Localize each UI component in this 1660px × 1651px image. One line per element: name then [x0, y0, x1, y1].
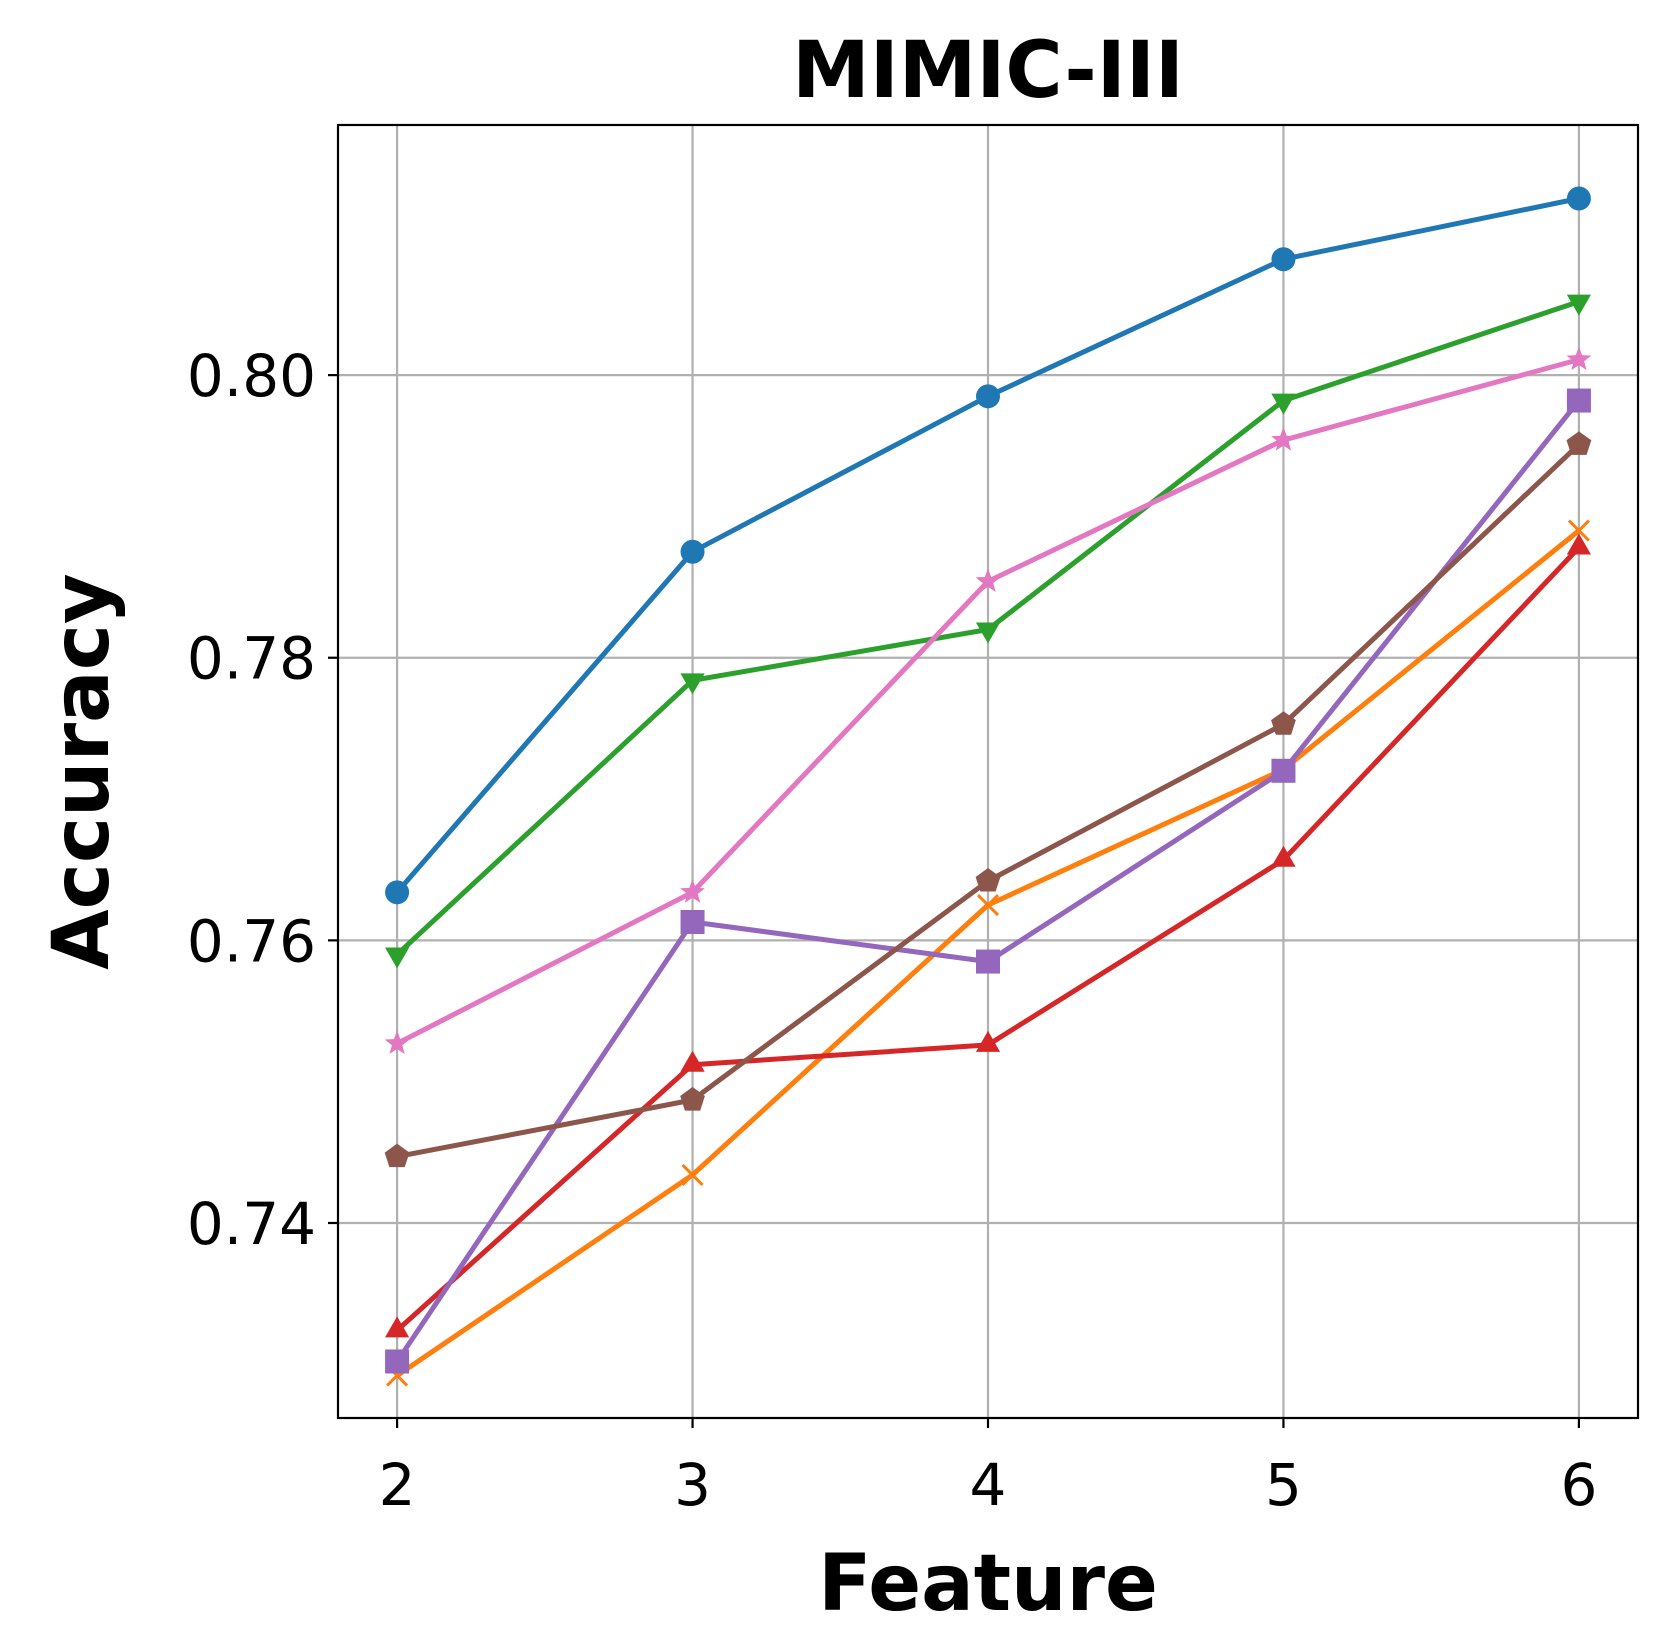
series-3: [385, 294, 1591, 969]
y-tick-label: 0.74: [187, 1190, 316, 1258]
data-point: [1271, 711, 1296, 735]
data-series: [384, 186, 1592, 1387]
data-point: [975, 622, 1001, 644]
data-point: [384, 1030, 410, 1054]
data-point: [976, 949, 1000, 974]
y-tick-label: 0.80: [187, 342, 316, 410]
y-tick-label: 0.78: [187, 625, 316, 693]
data-point: [1271, 247, 1296, 272]
data-point: [680, 673, 705, 695]
data-point: [1271, 758, 1296, 783]
data-point: [1566, 533, 1591, 555]
series-7: [384, 346, 1592, 1054]
axis-ticks: 2 3 4 5 6 0.74 0.76 0.78 0.80: [187, 342, 1598, 1519]
data-point: [975, 1030, 1001, 1052]
y-tick-label: 0.76: [187, 907, 316, 975]
data-point: [1271, 393, 1296, 415]
data-point: [384, 1143, 410, 1168]
x-tick-label: 6: [1560, 1451, 1597, 1519]
data-point: [1566, 431, 1592, 455]
data-point: [976, 384, 1000, 409]
series-1: [385, 186, 1591, 905]
series-5: [385, 388, 1591, 1374]
series-6: [384, 431, 1592, 1168]
data-point: [1566, 186, 1591, 211]
x-tick-label: 5: [1265, 1451, 1302, 1519]
data-point: [385, 880, 410, 905]
series-4: [385, 533, 1591, 1338]
x-axis-label: Feature: [818, 1539, 1158, 1629]
data-point: [680, 539, 705, 564]
data-point: [1567, 519, 1590, 542]
data-point: [680, 1050, 705, 1072]
x-tick-label: 4: [970, 1451, 1007, 1519]
data-point: [680, 1087, 705, 1111]
chart-title: MIMIC-III: [792, 26, 1184, 116]
data-point: [975, 868, 1001, 892]
x-tick-label: 3: [674, 1451, 711, 1519]
y-axis-label: Accuracy: [37, 573, 127, 970]
x-tick-label: 2: [379, 1451, 416, 1519]
data-point: [681, 1163, 704, 1187]
data-point: [680, 879, 705, 903]
data-point: [1566, 388, 1591, 413]
data-point: [1566, 346, 1592, 371]
data-point: [680, 909, 705, 934]
data-point: [1271, 845, 1296, 867]
data-point: [976, 893, 1000, 917]
data-point: [1271, 427, 1296, 451]
grid-lines: [338, 125, 1638, 1418]
data-point: [1566, 294, 1591, 316]
data-point: [385, 947, 410, 969]
data-point: [975, 568, 1001, 592]
data-point: [385, 1316, 410, 1338]
data-point: [385, 1349, 410, 1374]
